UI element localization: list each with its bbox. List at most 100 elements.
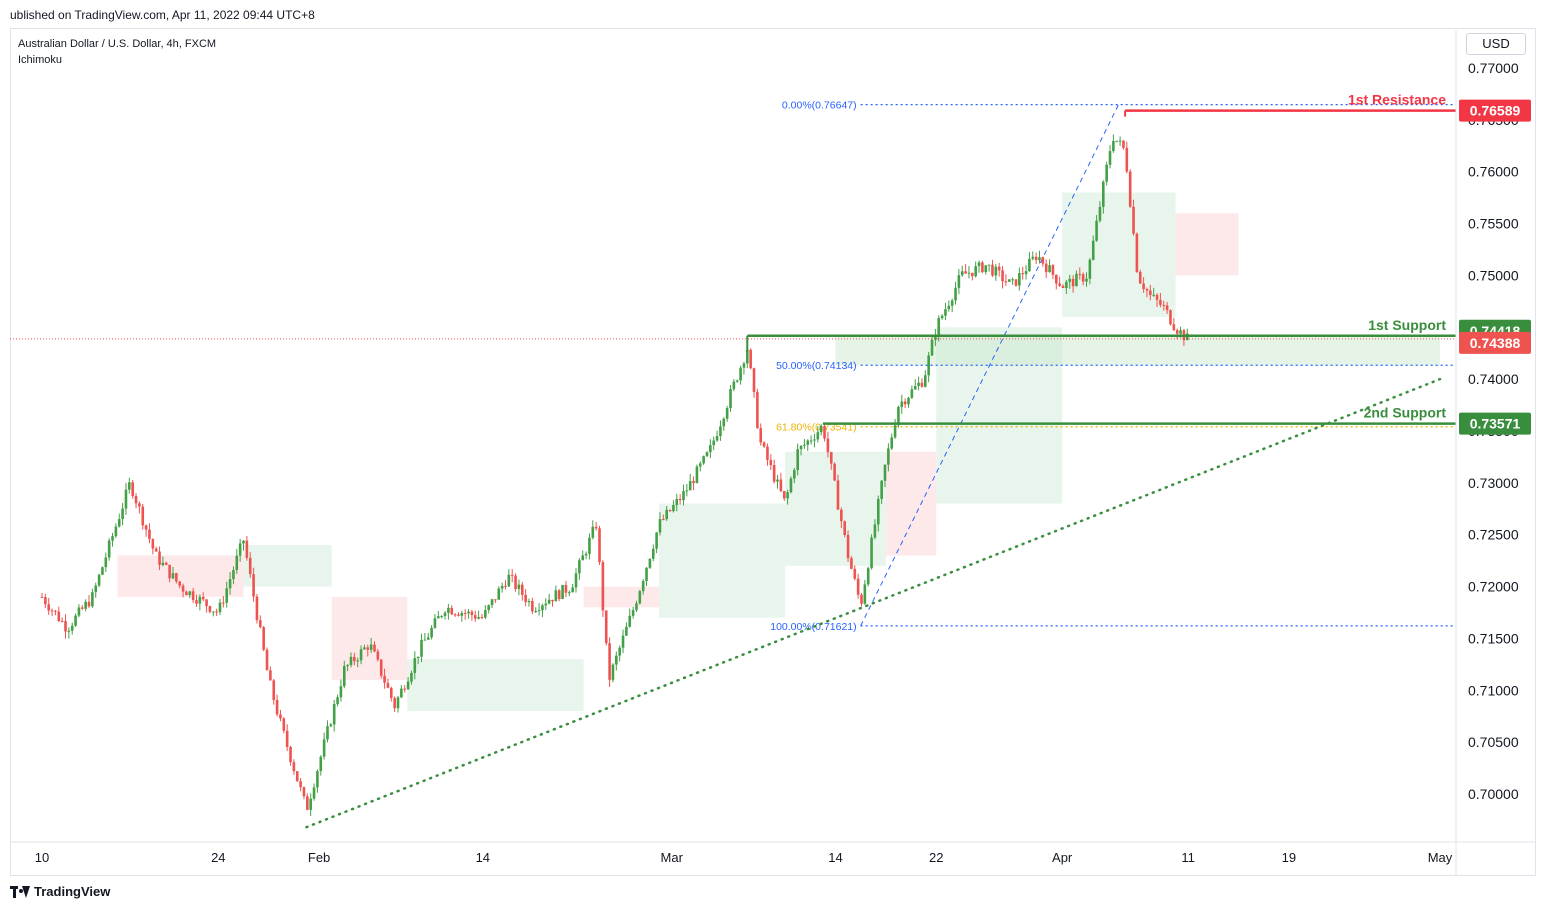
candle-body: [940, 315, 944, 319]
candle-body: [604, 610, 608, 644]
candle-body: [907, 397, 910, 405]
currency-button[interactable]: USD: [1466, 33, 1526, 55]
candle-body: [107, 540, 111, 558]
candle-body: [806, 440, 810, 445]
time-tick-label: 14: [828, 850, 842, 865]
candle-body: [900, 401, 904, 407]
candle-body: [772, 465, 776, 482]
candle-body: [473, 615, 477, 619]
candle-body: [591, 526, 595, 538]
candle-body: [893, 425, 897, 438]
candle-body: [356, 660, 360, 662]
candle-body: [537, 610, 541, 612]
candle-body: [312, 787, 316, 799]
candle-body: [332, 704, 336, 725]
price-tick-label: 0.73000: [1468, 475, 1519, 491]
price-tick-label: 0.70500: [1468, 734, 1519, 750]
candle-body: [188, 591, 192, 596]
candle-body: [709, 445, 712, 453]
candle-body: [984, 265, 988, 273]
candle-body: [208, 606, 212, 612]
candle-body: [205, 599, 208, 607]
candle-body: [168, 564, 171, 579]
candle-body: [218, 602, 222, 613]
candle-body: [648, 558, 652, 568]
candle-body: [685, 490, 689, 492]
candle-body: [457, 614, 460, 616]
candle-body: [829, 452, 833, 464]
footer-brand[interactable]: TradingView: [10, 884, 110, 899]
candle-body: [1068, 278, 1072, 282]
candle-body: [94, 585, 98, 593]
time-tick-label: 24: [211, 850, 225, 865]
candle-body: [84, 601, 87, 609]
candle-body: [732, 381, 736, 390]
candle-body: [373, 644, 376, 652]
resistance-price-badge: 0.76589: [1470, 103, 1521, 119]
candle-body: [416, 656, 420, 659]
candle-body: [269, 670, 272, 681]
candle-body: [588, 537, 591, 554]
candle-body: [54, 610, 57, 612]
candle-body: [225, 588, 229, 603]
candle-body: [306, 796, 309, 810]
time-tick-label: 10: [35, 850, 49, 865]
candle-body: [134, 496, 138, 504]
candle-body: [1145, 289, 1149, 291]
candle-body: [1142, 283, 1145, 290]
candle-body: [651, 548, 655, 559]
candle-body: [238, 543, 242, 556]
candle-body: [248, 557, 252, 575]
candle-body: [520, 584, 524, 595]
candle-body: [974, 266, 977, 277]
candle-body: [410, 672, 413, 682]
candle-body: [1078, 273, 1082, 275]
candle-body: [924, 375, 927, 387]
price-tick-label: 0.77000: [1468, 60, 1519, 76]
candle-body: [776, 479, 779, 482]
candle-body: [336, 697, 339, 705]
candle-body: [987, 264, 991, 266]
candle-body: [964, 271, 967, 274]
candle-body: [809, 440, 813, 442]
candle-body: [504, 585, 507, 587]
candle-body: [608, 643, 611, 680]
candle-body: [1165, 305, 1169, 311]
candle-body: [850, 558, 853, 569]
candle-body: [443, 612, 447, 617]
candle-body: [715, 436, 719, 441]
candle-body: [494, 599, 497, 601]
candle-body: [638, 591, 642, 604]
ichimoku-cloud-segment: [407, 659, 584, 712]
candle-body: [739, 367, 742, 381]
candle-body: [749, 349, 752, 369]
candle-body: [561, 584, 564, 600]
ichimoku-cloud-segment: [885, 451, 937, 556]
time-tick-label: Apr: [1052, 850, 1073, 865]
candle-body: [359, 649, 363, 661]
candle-body: [581, 555, 585, 561]
candle-body: [302, 787, 306, 797]
resistance-label: 1st Resistance: [1348, 92, 1446, 108]
candle-body: [678, 498, 682, 501]
candle-body: [265, 649, 269, 671]
candle-body: [1128, 171, 1132, 207]
candle-body: [383, 675, 386, 683]
candle-body: [299, 781, 302, 788]
candle-body: [87, 601, 91, 607]
candle-body: [282, 718, 286, 731]
candle-body: [584, 553, 588, 556]
candle-body: [698, 463, 702, 467]
candle-body: [403, 688, 407, 690]
candle-body: [789, 478, 793, 493]
axes-layer: 0.770000.765000.760000.755000.750000.745…: [10, 30, 1536, 876]
candle-body: [477, 617, 480, 619]
candle-body: [611, 664, 615, 680]
candle-body: [1095, 220, 1098, 241]
candle-body: [544, 603, 548, 606]
price-tick-label: 0.71500: [1468, 630, 1519, 646]
candle-body: [782, 491, 786, 499]
candle-body: [242, 540, 245, 544]
candle-body: [1021, 273, 1024, 275]
